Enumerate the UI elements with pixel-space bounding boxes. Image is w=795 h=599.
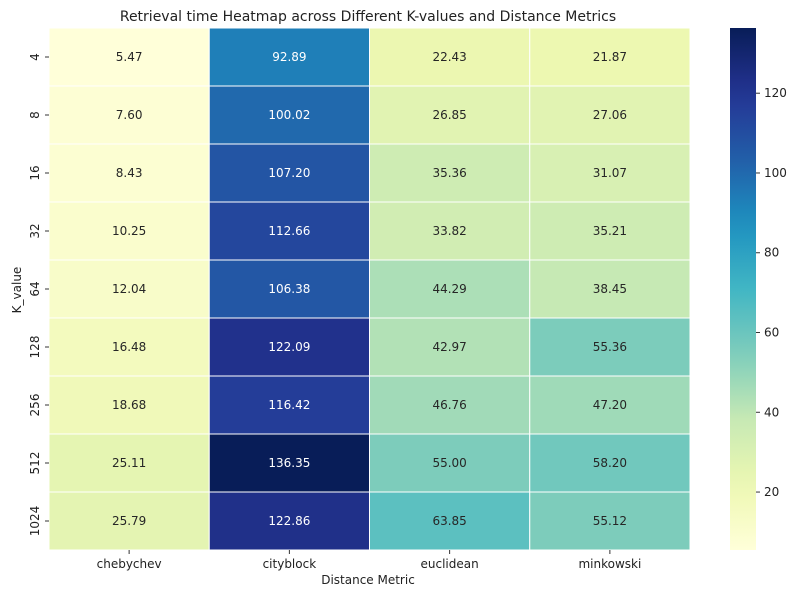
heatmap-cell xyxy=(48,85,210,145)
cell-value-label: 33.82 xyxy=(432,224,466,238)
heatmap-cell xyxy=(529,85,691,145)
cell-value-label: 35.21 xyxy=(593,224,627,238)
heatmap-value-labels: 5.47 92.89 22.43 21.87 7.60 100.02 26.85 27.06 8… xyxy=(112,50,627,528)
cell-value-label: 116.42 xyxy=(268,398,310,412)
heatmap-cell xyxy=(369,491,531,551)
cell-value-label: 5.47 xyxy=(116,50,143,64)
y-tick-label: 16 xyxy=(28,165,42,180)
y-tick-label: 4 xyxy=(28,53,42,61)
cell-value-label: 46.76 xyxy=(432,398,466,412)
cell-value-label: 63.85 xyxy=(432,514,466,528)
cell-value-label: 100.02 xyxy=(268,108,310,122)
heatmap-cell xyxy=(208,259,370,319)
cell-value-label: 22.43 xyxy=(432,50,466,64)
y-tick-label: 64 xyxy=(28,281,42,296)
heatmap-cell xyxy=(208,143,370,203)
heatmap-cell xyxy=(208,27,370,87)
cell-value-label: 107.20 xyxy=(268,166,310,180)
heatmap-cell xyxy=(369,317,531,377)
cell-value-label: 10.25 xyxy=(112,224,146,238)
chart-title: Retrieval time Heatmap across Different … xyxy=(120,9,616,25)
x-tick-label: euclidean xyxy=(421,557,479,571)
heatmap-cell xyxy=(529,491,691,551)
cell-value-label: 55.00 xyxy=(432,456,466,470)
colorbar-tick-label: 80 xyxy=(764,246,779,260)
colorbar-tick-label: 120 xyxy=(764,86,787,100)
cell-value-label: 42.97 xyxy=(432,340,466,354)
y-axis-label: K_value xyxy=(10,267,24,314)
cell-value-label: 92.89 xyxy=(272,50,306,64)
y-tick-label: 256 xyxy=(28,394,42,417)
colorbar-ticks: 20 40 60 80 100 120 xyxy=(756,86,787,499)
y-tick-label: 8 xyxy=(28,111,42,119)
cell-value-label: 38.45 xyxy=(593,282,627,296)
heatmap-cell xyxy=(48,433,210,493)
heatmap-cell xyxy=(208,85,370,145)
cell-value-label: 122.09 xyxy=(268,340,310,354)
y-axis: 4 8 16 32 64 128 256 512 1024 xyxy=(28,53,49,536)
cell-value-label: 122.86 xyxy=(268,514,310,528)
cell-value-label: 26.85 xyxy=(432,108,466,122)
heatmap-cell xyxy=(529,143,691,203)
cell-value-label: 8.43 xyxy=(116,166,143,180)
heatmap-cell xyxy=(529,259,691,319)
heatmap-cell xyxy=(48,317,210,377)
colorbar xyxy=(730,28,756,550)
y-tick-label: 32 xyxy=(28,223,42,238)
cell-value-label: 31.07 xyxy=(593,166,627,180)
x-tick-label: chebychev xyxy=(97,557,162,571)
cell-value-label: 18.68 xyxy=(112,398,146,412)
heatmap-cell xyxy=(48,375,210,435)
cell-value-label: 27.06 xyxy=(593,108,627,122)
cell-value-label: 112.66 xyxy=(268,224,310,238)
cell-value-label: 25.11 xyxy=(112,456,146,470)
x-tick-label: cityblock xyxy=(263,557,317,571)
cell-value-label: 55.36 xyxy=(593,340,627,354)
cell-value-label: 47.20 xyxy=(593,398,627,412)
cell-value-label: 12.04 xyxy=(112,282,146,296)
cell-value-label: 21.87 xyxy=(593,50,627,64)
cell-value-label: 106.38 xyxy=(268,282,310,296)
cell-value-label: 136.35 xyxy=(268,456,310,470)
x-tick-label: minkowski xyxy=(578,557,641,571)
cell-value-label: 35.36 xyxy=(432,166,466,180)
cell-value-label: 55.12 xyxy=(593,514,627,528)
cell-value-label: 16.48 xyxy=(112,340,146,354)
heatmap-cell xyxy=(369,259,531,319)
heatmap-cell xyxy=(48,201,210,261)
cell-value-label: 58.20 xyxy=(593,456,627,470)
heatmap-cell xyxy=(48,259,210,319)
heatmap-cell xyxy=(369,27,531,87)
heatmap-cell xyxy=(529,201,691,261)
heatmap-cell xyxy=(48,27,210,87)
x-axis-label: Distance Metric xyxy=(321,573,415,587)
colorbar-tick-label: 40 xyxy=(764,405,779,419)
heatmap-cell xyxy=(369,375,531,435)
heatmap-cells xyxy=(48,27,691,551)
heatmap-cell xyxy=(208,201,370,261)
heatmap-cell xyxy=(369,433,531,493)
cell-value-label: 7.60 xyxy=(116,108,143,122)
colorbar-tick-label: 100 xyxy=(764,166,787,180)
heatmap-cell xyxy=(529,317,691,377)
heatmap-cell xyxy=(208,317,370,377)
y-tick-label: 1024 xyxy=(28,506,42,537)
y-tick-label: 512 xyxy=(28,452,42,475)
cell-value-label: 44.29 xyxy=(432,282,466,296)
y-tick-label: 128 xyxy=(28,336,42,359)
heatmap-cell xyxy=(529,27,691,87)
colorbar-tick-label: 60 xyxy=(764,326,779,340)
x-axis: chebychev cityblock euclidean minkowski xyxy=(97,550,641,571)
cell-value-label: 25.79 xyxy=(112,514,146,528)
colorbar-tick-label: 20 xyxy=(764,485,779,499)
heatmap-cell xyxy=(529,375,691,435)
